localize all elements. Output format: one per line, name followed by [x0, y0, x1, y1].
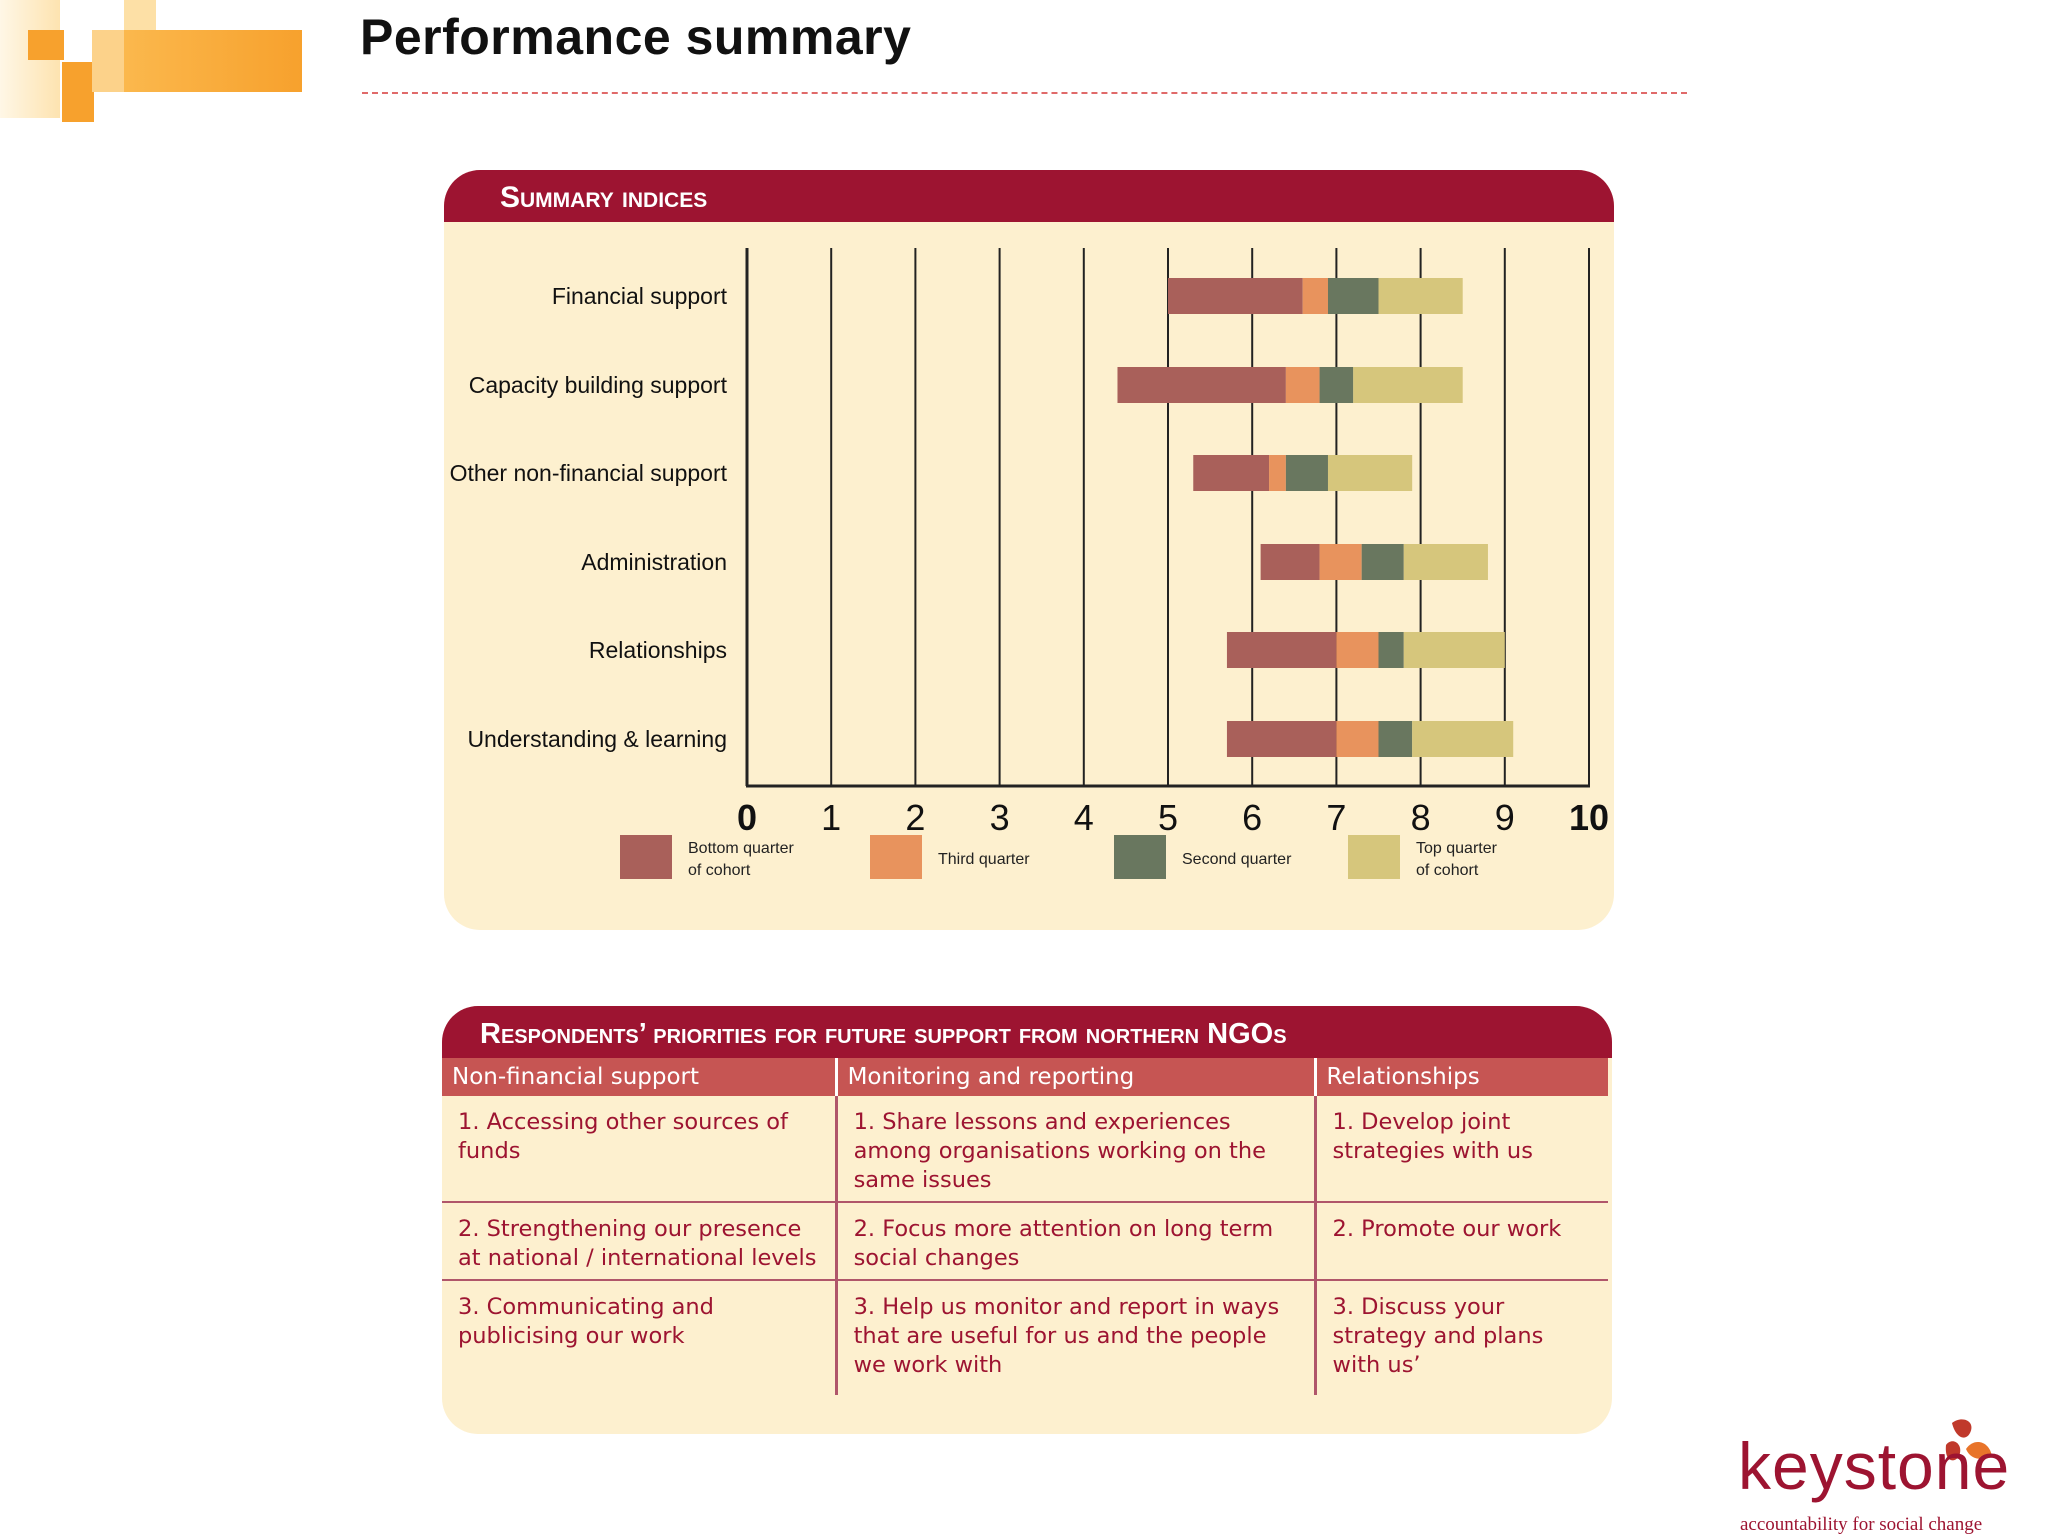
summary-indices-heading: Summary indices: [444, 170, 1614, 222]
bar-segment: [1193, 455, 1270, 491]
table-header-row: Non-financial support Monitoring and rep…: [442, 1058, 1608, 1096]
table-row: 2. Strengthening our presence at nationa…: [442, 1202, 1608, 1281]
bar-segment: [1117, 367, 1286, 403]
bar-segment: [1378, 632, 1404, 668]
legend-swatch: [620, 835, 672, 879]
bar-segment: [1226, 632, 1337, 668]
x-tick-label: 5: [1158, 797, 1178, 838]
x-tick-label: 0: [737, 797, 757, 838]
deco-square: [62, 62, 94, 122]
bar-segment: [1403, 632, 1505, 668]
table-cell: 2. Focus more attention on long term soc…: [834, 1202, 1316, 1281]
bar-segment: [1226, 721, 1337, 757]
bar-segment: [1378, 278, 1463, 314]
bar-segment: [1327, 455, 1413, 491]
x-tick-label: 4: [1074, 797, 1094, 838]
logo-leaf: [1945, 1441, 1961, 1461]
bar-segment: [1168, 278, 1303, 314]
table-cell: 2. Strengthening our presence at nationa…: [442, 1202, 837, 1281]
x-tick-label: 7: [1326, 797, 1346, 838]
category-label: Capacity building support: [469, 372, 728, 398]
brand-name: keystone: [1738, 1429, 2011, 1503]
bar-segment: [1319, 367, 1354, 403]
legend-label: Top quarter: [1416, 840, 1498, 857]
column-header: Monitoring and reporting: [834, 1058, 1316, 1096]
table-row: 1. Accessing other sources of funds 1. S…: [442, 1096, 1608, 1203]
deco-square: [28, 30, 64, 60]
priorities-heading: Respondents’ priorities for future suppo…: [442, 1006, 1612, 1058]
table-cell: 1. Share lessons and experiences among o…: [834, 1096, 1316, 1203]
x-tick-label: 10: [1569, 797, 1609, 838]
legend-label: Bottom quarter: [688, 840, 795, 857]
x-tick-label: 2: [905, 797, 925, 838]
title-divider: [362, 92, 1687, 94]
legend-swatch: [1114, 835, 1166, 879]
table-cell: 3. Discuss your strategy and plans with …: [1313, 1280, 1608, 1395]
summary-indices-panel: Summary indices 0 1 2 3 4 5 6 7 8 9 10 Financial su…: [444, 170, 1614, 930]
priorities-panel: Respondents’ priorities for future suppo…: [442, 1006, 1612, 1434]
category-label: Financial support: [552, 283, 728, 309]
legend-label: of cohort: [688, 862, 751, 879]
page-title: Performance summary: [360, 9, 912, 65]
bar-segment: [1260, 544, 1320, 580]
x-tick-label: 6: [1242, 797, 1262, 838]
category-label: Other non-financial support: [450, 460, 728, 486]
legend-label: of cohort: [1416, 862, 1479, 879]
legend-swatch: [1348, 835, 1400, 879]
x-tick-label: 9: [1495, 797, 1515, 838]
category-label: Administration: [581, 549, 727, 575]
bar-segment: [1378, 721, 1413, 757]
bar-segment: [1319, 544, 1362, 580]
bar-segment: [1412, 721, 1514, 757]
bar-segment: [1336, 632, 1379, 668]
logo-leaf: [1952, 1419, 1972, 1438]
deco-bar: [124, 30, 302, 92]
bar-segment: [1361, 544, 1404, 580]
summary-indices-chart: 0 1 2 3 4 5 6 7 8 9 10 Financial support Capacity bu…: [450, 248, 1609, 879]
deco-square: [92, 30, 124, 92]
deco-square: [124, 0, 156, 30]
bar-segment: [1336, 721, 1379, 757]
logo-leaf: [1966, 1442, 1992, 1459]
table-row: 3. Communicating and publicising our wor…: [442, 1280, 1608, 1395]
category-label: Relationships: [589, 637, 727, 663]
x-tick-label: 3: [990, 797, 1010, 838]
table-cell: 3. Help us monitor and report in ways th…: [834, 1280, 1316, 1395]
column-header: Relationships: [1313, 1058, 1608, 1096]
table-cell: 2. Promote our work: [1313, 1202, 1608, 1281]
bar-segment: [1285, 367, 1320, 403]
legend-swatch: [870, 835, 922, 879]
table-cell: 1. Accessing other sources of funds: [442, 1096, 837, 1203]
category-label: Understanding & learning: [467, 726, 727, 752]
x-tick-label: 8: [1411, 797, 1431, 838]
bar-segment: [1269, 455, 1286, 491]
priorities-table: Non-financial support Monitoring and rep…: [442, 1058, 1608, 1395]
column-header: Non-financial support: [442, 1058, 837, 1096]
brand-tagline: accountability for social change: [1740, 1514, 1983, 1535]
table-cell: 1. Develop joint strategies with us: [1313, 1096, 1608, 1203]
bar-segment: [1327, 278, 1379, 314]
legend-label: Second quarter: [1182, 851, 1292, 868]
legend-label: Third quarter: [938, 851, 1030, 868]
keystone-logo-icon: [1945, 1419, 1992, 1461]
bar-segment: [1403, 544, 1488, 580]
bar-segment: [1285, 455, 1328, 491]
x-tick-label: 1: [821, 797, 841, 838]
table-cell: 3. Communicating and publicising our wor…: [458, 1294, 714, 1349]
bar-segment: [1353, 367, 1463, 403]
bar-segment: [1302, 278, 1328, 314]
